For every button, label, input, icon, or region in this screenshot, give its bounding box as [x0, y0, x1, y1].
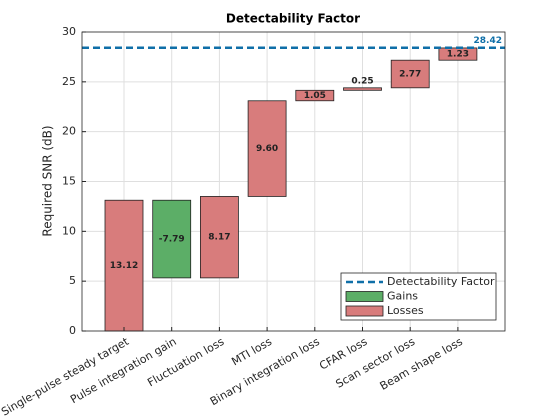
value-label: 13.12 — [110, 261, 138, 271]
chart-title: Detectability Factor — [226, 12, 360, 26]
value-label: -7.79 — [159, 235, 185, 245]
value-label: 2.77 — [399, 70, 421, 80]
legend-swatch — [345, 291, 384, 302]
legend-swatch — [345, 305, 384, 317]
y-tick-label: 30 — [62, 25, 76, 38]
value-label: 0.25 — [351, 76, 373, 86]
bar — [343, 87, 382, 91]
legend-label: Detectability Factor — [387, 275, 495, 288]
legend-label: Gains — [387, 290, 418, 303]
y-tick-label: 15 — [62, 175, 76, 188]
value-label: 1.05 — [304, 91, 326, 101]
y-axis-label: Required SNR (dB) — [41, 125, 55, 236]
value-label: 8.17 — [208, 233, 230, 243]
y-tick-label: 10 — [62, 224, 76, 237]
y-tick-label: 0 — [69, 324, 76, 337]
axes-box — [81, 31, 506, 332]
y-tick-label: 25 — [62, 75, 76, 88]
bar — [104, 199, 144, 332]
bar — [152, 199, 192, 279]
value-label: 1.23 — [447, 50, 469, 60]
bar — [199, 196, 239, 279]
y-tick-label: 20 — [62, 125, 76, 138]
bar — [390, 59, 430, 89]
bar — [247, 100, 287, 197]
threshold-label: 28.42 — [474, 36, 502, 46]
legend-label: Losses — [387, 304, 424, 317]
bar — [295, 89, 335, 102]
value-label: 9.60 — [256, 144, 278, 154]
y-tick-label: 5 — [69, 274, 76, 287]
